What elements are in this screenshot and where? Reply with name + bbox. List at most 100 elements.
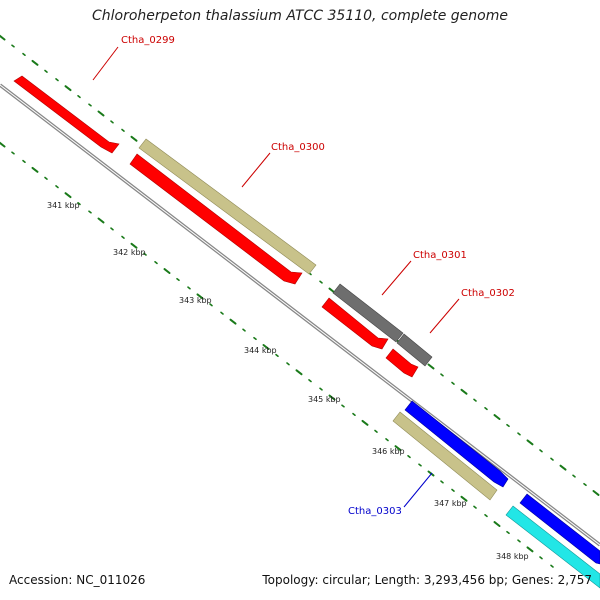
scale-tick-dot (592, 490, 600, 496)
scale-tick-dot (154, 260, 158, 265)
genome-title: Chloroherpeton thalassium ATCC 35110, co… (92, 8, 508, 24)
scale-tick-dot (352, 412, 356, 417)
scale-tick-dot (550, 457, 554, 461)
gene-features (13, 75, 600, 589)
gene-red-2-arrow[interactable] (321, 297, 389, 350)
scale-tick-dot (110, 227, 114, 231)
scale-tick-dot (341, 404, 345, 408)
gene-Ctha_0301-bar[interactable] (332, 283, 404, 343)
scale-tick-dot (275, 353, 279, 358)
tick-label-341: 341 kbp (47, 201, 80, 210)
gene-blue-1-arrow[interactable] (404, 400, 509, 488)
scale-tick-dot (319, 280, 323, 284)
gene-Ctha_0300-arrow[interactable] (129, 153, 303, 285)
scale-tick-dot (77, 95, 81, 99)
leader-Ctha_0302 (429, 298, 460, 334)
scale-tick-dot (526, 546, 534, 553)
scale-tick-dot (262, 344, 270, 350)
gene-Ctha_0299-arrow[interactable] (13, 75, 120, 154)
scale-tick-dot (493, 414, 501, 420)
scale-tick-dot (130, 135, 138, 142)
gene-blue-2-arrow[interactable] (519, 493, 600, 565)
scale-tick-dot (484, 406, 488, 411)
scale-tick-dot (130, 242, 138, 249)
scale-tick-dot (0, 34, 6, 41)
scale-tick-dot (418, 463, 422, 467)
gene-label-Ctha_0300[interactable]: Ctha_0300 (271, 142, 325, 153)
scale-tick-dot (517, 432, 521, 436)
scale-tick-dot (583, 482, 587, 487)
scale-tick-dot (176, 277, 180, 282)
scale-tick-dot (11, 44, 15, 48)
scale-tick-dot (506, 530, 510, 535)
genome-summary-text: Topology: circular; Length: 3,293,456 bp… (262, 573, 592, 587)
gene-cyan-arrow[interactable] (505, 505, 600, 589)
scale-tick-dot (361, 419, 369, 426)
gene-labels: Ctha_0299 Ctha_0300 Ctha_0301 Ctha_0302 … (121, 35, 515, 517)
scale-tick-dot (229, 318, 237, 325)
scale-tick-dot (55, 78, 59, 82)
tick-label-344: 344 kbp (244, 346, 277, 355)
gene-label-Ctha_0302[interactable]: Ctha_0302 (461, 288, 515, 299)
gene-label-Ctha_0301[interactable]: Ctha_0301 (413, 250, 467, 261)
scale-tick-dot (31, 59, 39, 66)
scale-tick-dot (143, 252, 147, 256)
gene-label-Ctha_0303[interactable]: Ctha_0303 (348, 506, 402, 517)
tick-label-343: 343 kbp (179, 296, 212, 305)
tick-label-347: 347 kbp (434, 499, 467, 508)
gene-label-Ctha_0299[interactable]: Ctha_0299 (121, 35, 175, 46)
gene-red-3-arrow[interactable] (385, 348, 419, 378)
scale-tick-dot (253, 336, 257, 341)
scale-tick-dot (88, 103, 92, 107)
scale-tick-dot (374, 429, 378, 433)
scale-tick-dot (506, 423, 510, 428)
scale-tick-dot (493, 521, 501, 527)
accession-text: Accession: NC_011026 (9, 573, 146, 587)
scale-tick-dot (196, 293, 204, 300)
scale-tick-dot (440, 373, 444, 377)
scale-tick-dot (64, 192, 72, 199)
scale-tick-dot (88, 210, 92, 214)
tick-label-346: 346 kbp (372, 447, 405, 456)
scale-tick-dot (295, 369, 303, 376)
scale-tick-dot (539, 449, 543, 453)
scale-tick-dot (319, 387, 323, 391)
scale-tick-dot (385, 438, 389, 442)
gene-Ctha_0303-bar[interactable] (392, 411, 498, 501)
scale-tick-dot (559, 464, 567, 471)
scale-tick-dot (572, 474, 576, 478)
scale-tick-dot (517, 539, 521, 543)
tick-label-342: 342 kbp (113, 248, 146, 257)
gene-leader-lines (92, 46, 460, 508)
scale-tick-dot (187, 286, 191, 290)
leader-Ctha_0301 (381, 260, 412, 296)
genome-backbone (0, 83, 600, 547)
tick-label-345: 345 kbp (308, 395, 341, 404)
scale-tick-dot (121, 128, 125, 132)
gene-Ctha_0302-bar[interactable] (396, 333, 433, 367)
scale-tick-dot (209, 303, 213, 307)
gene-khaki-1-bar[interactable] (138, 138, 317, 275)
scale-tick-dot (0, 141, 6, 148)
scale-tick-dot (473, 398, 477, 402)
scale-tick-dot (242, 328, 246, 332)
scale-tick-dot (11, 151, 15, 155)
scale-tick-dot (473, 505, 477, 509)
scale-tick-dot (550, 564, 554, 568)
leader-Ctha_0299 (92, 46, 119, 81)
scale-tick-dot (31, 166, 39, 173)
scale-tick-dot (64, 85, 72, 92)
scale-tick-dot (328, 394, 336, 401)
scale-tick-dot (110, 120, 114, 124)
scale-tick-dot (55, 185, 59, 189)
scale-tick-dot (77, 202, 81, 206)
scale-tick-dot (440, 480, 444, 484)
scale-tick-dot (22, 52, 26, 57)
scale-tick-dot (394, 445, 402, 452)
scale-tick-dot (97, 110, 105, 117)
tick-dots-layer (0, 34, 600, 568)
tick-label-348: 348 kbp (496, 552, 529, 561)
scale-tick-dot (407, 454, 411, 459)
